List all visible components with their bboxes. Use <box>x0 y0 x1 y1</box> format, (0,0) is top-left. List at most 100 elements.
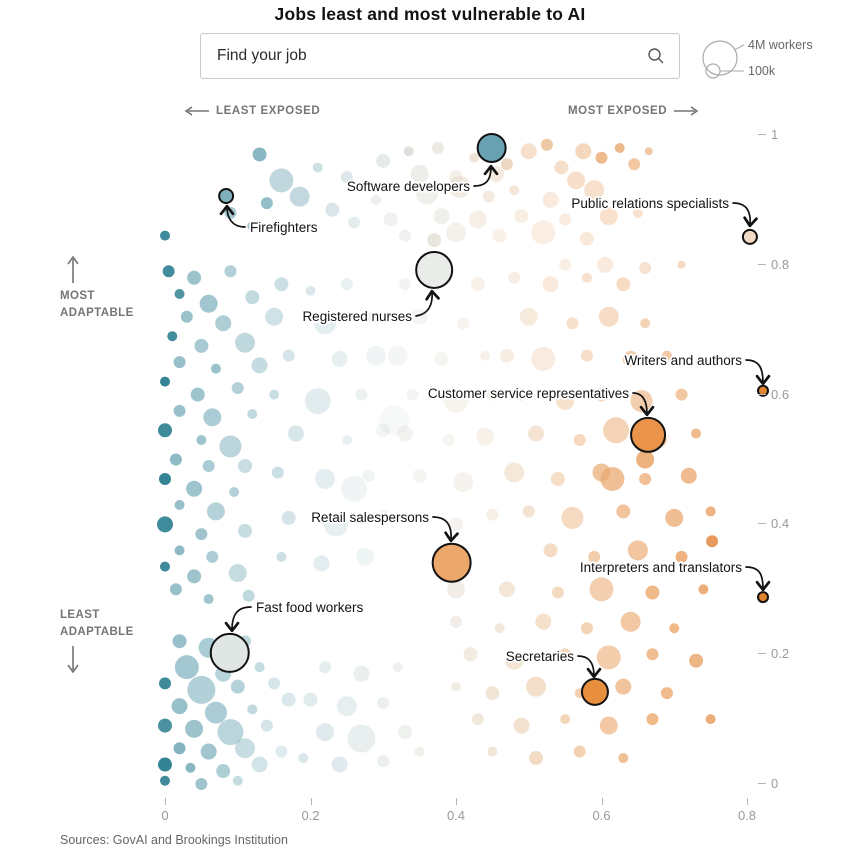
job-bubble[interactable] <box>187 270 202 285</box>
job-bubble[interactable] <box>559 213 572 226</box>
job-bubble[interactable] <box>639 262 652 275</box>
job-bubble[interactable] <box>200 743 217 760</box>
job-bubble[interactable] <box>600 466 625 491</box>
job-bubble[interactable] <box>341 475 368 502</box>
job-bubble[interactable] <box>235 738 256 759</box>
job-bubble[interactable] <box>661 350 672 361</box>
job-bubble[interactable] <box>450 615 462 628</box>
job-bubble[interactable] <box>442 434 455 447</box>
job-bubble[interactable] <box>542 276 559 293</box>
job-bubble[interactable] <box>172 634 187 649</box>
job-bubble[interactable] <box>254 662 265 673</box>
job-bubble[interactable] <box>485 686 500 701</box>
job-bubble[interactable] <box>468 210 487 229</box>
job-bubble[interactable] <box>603 417 630 444</box>
job-bubble[interactable] <box>599 207 618 226</box>
labeled-bubble-fast-food-workers[interactable] <box>209 632 250 673</box>
job-bubble[interactable] <box>580 349 593 362</box>
job-bubble[interactable] <box>162 265 175 278</box>
job-bubble[interactable] <box>347 724 376 753</box>
job-bubble[interactable] <box>498 581 515 598</box>
job-bubble[interactable] <box>594 387 609 402</box>
job-bubble[interactable] <box>480 350 491 361</box>
job-bubble[interactable] <box>492 228 507 243</box>
job-bubble[interactable] <box>519 307 538 326</box>
job-bubble[interactable] <box>486 388 499 401</box>
job-bubble[interactable] <box>554 160 569 175</box>
job-bubble[interactable] <box>340 171 353 184</box>
job-bubble[interactable] <box>628 158 641 171</box>
job-bubble[interactable] <box>535 613 552 630</box>
job-bubble[interactable] <box>469 152 480 163</box>
job-bubble[interactable] <box>559 258 572 271</box>
job-bubble[interactable] <box>383 212 398 227</box>
job-bubble[interactable] <box>599 716 618 735</box>
job-bubble[interactable] <box>331 350 348 367</box>
job-bubble[interactable] <box>315 468 336 489</box>
job-bubble[interactable] <box>217 719 244 746</box>
job-bubble[interactable] <box>230 679 245 694</box>
job-bubble[interactable] <box>313 555 330 572</box>
job-bubble[interactable] <box>646 713 659 726</box>
job-bubble[interactable] <box>238 458 253 473</box>
job-bubble[interactable] <box>616 504 631 519</box>
job-bubble[interactable] <box>242 589 255 602</box>
job-bubble[interactable] <box>245 290 260 305</box>
job-bubble[interactable] <box>588 550 601 563</box>
job-bubble[interactable] <box>219 435 242 458</box>
job-bubble[interactable] <box>235 332 256 353</box>
job-bubble[interactable] <box>406 388 419 401</box>
job-bubble[interactable] <box>598 306 619 327</box>
job-bubble[interactable] <box>646 648 659 661</box>
job-bubble[interactable] <box>431 141 444 154</box>
labeled-bubble-public-relations-specialists[interactable] <box>741 228 758 245</box>
job-bubble[interactable] <box>669 623 680 634</box>
job-bubble[interactable] <box>397 425 414 442</box>
job-bubble[interactable] <box>444 389 468 414</box>
job-bubble[interactable] <box>167 331 178 342</box>
job-bubble[interactable] <box>276 551 287 562</box>
job-bubble[interactable] <box>158 757 172 772</box>
job-bubble[interactable] <box>247 220 258 231</box>
job-bubble[interactable] <box>157 516 173 533</box>
job-bubble[interactable] <box>615 678 632 695</box>
job-bubble[interactable] <box>196 435 207 446</box>
job-bubble[interactable] <box>305 285 316 296</box>
job-bubble[interactable] <box>403 146 414 157</box>
job-bubble[interactable] <box>513 717 530 734</box>
job-bubble[interactable] <box>551 586 564 599</box>
job-bubble[interactable] <box>640 318 651 329</box>
job-bubble[interactable] <box>160 775 170 786</box>
job-bubble[interactable] <box>427 233 442 248</box>
job-bubble[interactable] <box>415 182 438 205</box>
job-bubble[interactable] <box>410 164 429 183</box>
job-bubble[interactable] <box>269 389 280 400</box>
job-bubble[interactable] <box>499 348 514 363</box>
job-bubble[interactable] <box>581 272 592 283</box>
job-bubble[interactable] <box>377 696 390 709</box>
job-bubble[interactable] <box>677 260 686 269</box>
job-bubble[interactable] <box>159 677 171 690</box>
job-bubble[interactable] <box>680 467 697 484</box>
job-bubble[interactable] <box>185 719 204 738</box>
job-bubble[interactable] <box>705 714 716 725</box>
job-bubble[interactable] <box>595 151 608 164</box>
job-bubble[interactable] <box>303 692 318 707</box>
job-bubble[interactable] <box>449 517 463 532</box>
job-bubble[interactable] <box>376 153 391 168</box>
job-bubble[interactable] <box>363 311 374 322</box>
job-bubble[interactable] <box>377 755 390 768</box>
job-bubble[interactable] <box>675 388 688 401</box>
job-bubble[interactable] <box>540 138 553 151</box>
job-bubble[interactable] <box>675 550 688 563</box>
job-bubble[interactable] <box>414 746 425 757</box>
job-bubble[interactable] <box>407 512 418 523</box>
job-bubble[interactable] <box>531 346 556 371</box>
job-bubble[interactable] <box>275 745 288 758</box>
job-bubble[interactable] <box>504 462 525 483</box>
job-bubble[interactable] <box>689 653 704 668</box>
job-bubble[interactable] <box>160 561 170 572</box>
job-bubble[interactable] <box>169 453 182 466</box>
job-bubble[interactable] <box>281 510 296 525</box>
labeled-bubble-secretaries[interactable] <box>580 677 609 706</box>
